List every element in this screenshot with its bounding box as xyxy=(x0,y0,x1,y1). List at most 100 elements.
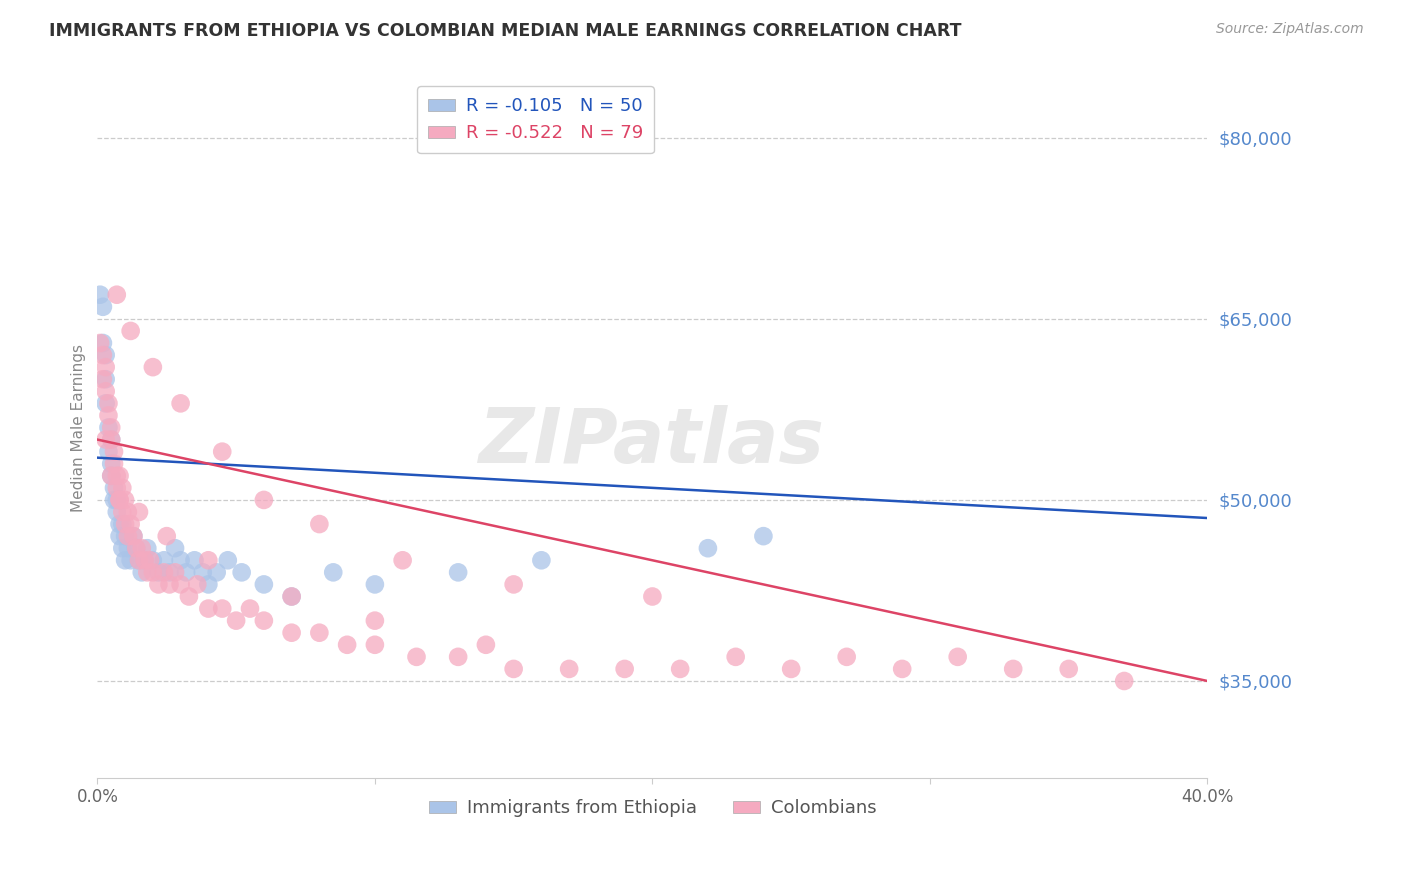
Point xyxy=(142,553,165,567)
Point xyxy=(136,541,159,556)
Point xyxy=(502,577,524,591)
Point xyxy=(94,396,117,410)
Point xyxy=(405,649,427,664)
Point xyxy=(191,566,214,580)
Point xyxy=(752,529,775,543)
Point xyxy=(122,529,145,543)
Point xyxy=(97,396,120,410)
Point xyxy=(114,529,136,543)
Point xyxy=(364,614,387,628)
Point xyxy=(94,384,117,399)
Point xyxy=(100,433,122,447)
Point xyxy=(111,517,134,532)
Legend: Immigrants from Ethiopia, Colombians: Immigrants from Ethiopia, Colombians xyxy=(422,792,883,824)
Point xyxy=(253,614,276,628)
Point xyxy=(177,590,200,604)
Point xyxy=(197,577,219,591)
Point xyxy=(97,444,120,458)
Point xyxy=(231,566,253,580)
Point xyxy=(108,492,131,507)
Text: Source: ZipAtlas.com: Source: ZipAtlas.com xyxy=(1216,22,1364,37)
Point xyxy=(308,517,330,532)
Point xyxy=(117,505,139,519)
Point xyxy=(696,541,718,556)
Point xyxy=(280,590,302,604)
Point xyxy=(131,566,153,580)
Point xyxy=(97,409,120,423)
Point xyxy=(100,468,122,483)
Point xyxy=(148,566,170,580)
Point xyxy=(134,553,156,567)
Point xyxy=(280,590,302,604)
Point xyxy=(120,553,142,567)
Point xyxy=(91,300,114,314)
Point xyxy=(105,505,128,519)
Point xyxy=(211,444,233,458)
Point xyxy=(100,457,122,471)
Point xyxy=(308,625,330,640)
Point xyxy=(169,577,191,591)
Point xyxy=(136,566,159,580)
Point xyxy=(447,566,470,580)
Point xyxy=(322,566,344,580)
Point xyxy=(253,577,276,591)
Point xyxy=(174,566,197,580)
Point xyxy=(217,553,239,567)
Point xyxy=(108,492,131,507)
Point xyxy=(114,553,136,567)
Point xyxy=(253,492,276,507)
Point xyxy=(94,348,117,362)
Point xyxy=(165,566,187,580)
Point xyxy=(103,492,125,507)
Point xyxy=(1002,662,1025,676)
Point xyxy=(100,420,122,434)
Point xyxy=(114,492,136,507)
Point xyxy=(280,625,302,640)
Point xyxy=(159,566,181,580)
Point xyxy=(142,566,165,580)
Point xyxy=(641,590,664,604)
Point xyxy=(197,553,219,567)
Point xyxy=(103,457,125,471)
Point xyxy=(205,566,228,580)
Point xyxy=(108,517,131,532)
Point xyxy=(128,505,150,519)
Point xyxy=(1114,673,1136,688)
Point xyxy=(111,481,134,495)
Point xyxy=(159,577,181,591)
Text: IMMIGRANTS FROM ETHIOPIA VS COLOMBIAN MEDIAN MALE EARNINGS CORRELATION CHART: IMMIGRANTS FROM ETHIOPIA VS COLOMBIAN ME… xyxy=(49,22,962,40)
Point xyxy=(197,601,219,615)
Point xyxy=(165,541,187,556)
Point xyxy=(669,662,692,676)
Point xyxy=(100,433,122,447)
Point xyxy=(91,372,114,386)
Point xyxy=(105,481,128,495)
Point xyxy=(94,360,117,375)
Point xyxy=(111,505,134,519)
Point xyxy=(94,433,117,447)
Point xyxy=(108,468,131,483)
Point xyxy=(111,541,134,556)
Point xyxy=(91,348,114,362)
Point xyxy=(100,468,122,483)
Point xyxy=(91,336,114,351)
Point xyxy=(117,541,139,556)
Point xyxy=(780,662,803,676)
Point xyxy=(142,360,165,375)
Point xyxy=(183,553,205,567)
Point xyxy=(364,638,387,652)
Point xyxy=(724,649,747,664)
Point xyxy=(103,444,125,458)
Y-axis label: Median Male Earnings: Median Male Earnings xyxy=(72,343,86,511)
Point xyxy=(169,396,191,410)
Text: ZIPatlas: ZIPatlas xyxy=(479,404,825,478)
Point xyxy=(103,481,125,495)
Point xyxy=(148,577,170,591)
Point xyxy=(128,553,150,567)
Point xyxy=(108,529,131,543)
Point xyxy=(502,662,524,676)
Point xyxy=(475,638,498,652)
Point xyxy=(835,649,858,664)
Point xyxy=(114,517,136,532)
Point xyxy=(117,529,139,543)
